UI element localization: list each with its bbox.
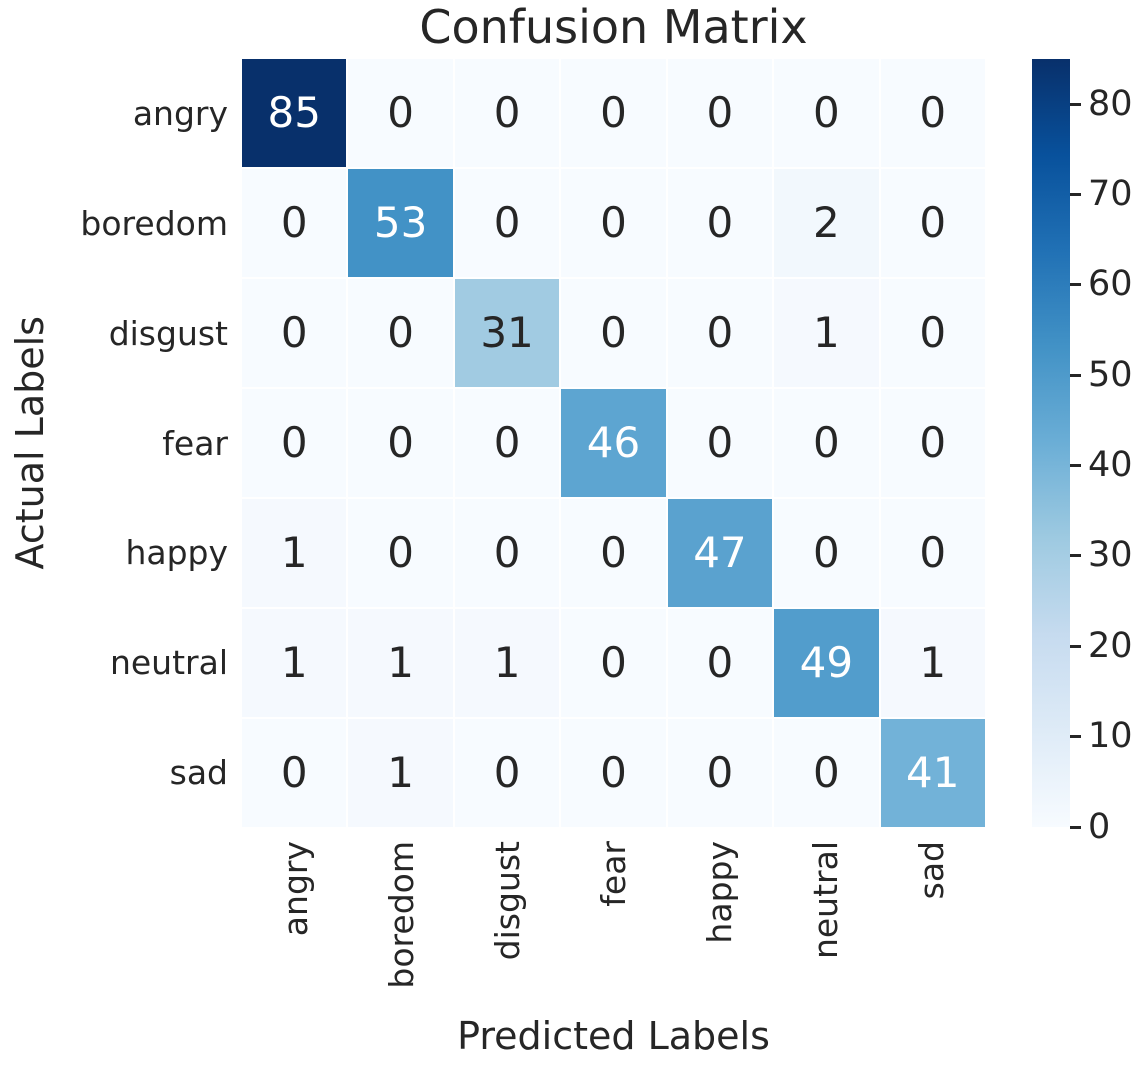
matrix-cell-angry-happy: 0 xyxy=(667,59,773,167)
x-tick-cell-angry: angry xyxy=(242,841,348,1011)
matrix-cell-happy-fear: 0 xyxy=(561,499,666,607)
matrix-cell-neutral-sad: 1 xyxy=(880,609,985,717)
x-tick-cell-boredom: boredom xyxy=(348,841,454,1011)
matrix-cell-boredom-boredom: 53 xyxy=(348,169,453,277)
y-tick-label-disgust: disgust xyxy=(108,313,228,353)
matrix-cell-boredom-happy: 0 xyxy=(667,169,773,277)
matrix-cell-fear-angry: 0 xyxy=(242,389,347,497)
matrix-cell-disgust-fear: 0 xyxy=(561,279,666,387)
colorbar-tick-value: 10 xyxy=(1088,716,1133,757)
matrix-cell-sad-happy: 0 xyxy=(667,719,773,827)
colorbar-tick-mark xyxy=(1070,373,1081,377)
colorbar-tick-value: 70 xyxy=(1088,174,1133,215)
matrix-cell-disgust-disgust: 31 xyxy=(454,279,560,387)
matrix-cell-disgust-angry: 0 xyxy=(242,279,347,387)
x-tick-label-angry: angry xyxy=(275,841,315,937)
y-tick-label-happy: happy xyxy=(125,533,228,573)
y-tick-label-neutral: neutral xyxy=(109,642,228,682)
chart-title: Confusion Matrix xyxy=(419,0,808,54)
y-tick-label-sad: sad xyxy=(169,752,228,792)
matrix-cell-angry-neutral: 0 xyxy=(774,59,879,167)
colorbar-tick-mark xyxy=(1070,283,1081,287)
x-tick-label-sad: sad xyxy=(912,841,952,900)
matrix-cell-sad-angry: 0 xyxy=(242,719,347,827)
matrix-cell-fear-disgust: 0 xyxy=(454,389,560,497)
x-tick-cell-disgust: disgust xyxy=(454,841,560,1011)
matrix-cell-sad-boredom: 1 xyxy=(348,719,453,827)
x-tick-cell-neutral: neutral xyxy=(773,841,879,1011)
matrix-cell-boredom-neutral: 2 xyxy=(774,169,879,277)
heatmap-grid: 85 0 0 0 0 0 0 0 53 0 0 0 2 0 0 0 31 0 0 1 0 0 0 0 46 0 0 0 1 0 0 0 47 0 0… xyxy=(242,59,985,827)
x-tick-label-boredom: boredom xyxy=(381,841,421,989)
matrix-cell-boredom-fear: 0 xyxy=(561,169,666,277)
matrix-cell-happy-disgust: 0 xyxy=(454,499,560,607)
x-tick-label-disgust: disgust xyxy=(487,841,527,961)
x-axis-title: Predicted Labels xyxy=(457,1014,770,1058)
y-tick-label-angry: angry xyxy=(132,94,228,134)
matrix-cell-neutral-happy: 0 xyxy=(667,609,773,717)
matrix-cell-neutral-fear: 0 xyxy=(561,609,666,717)
matrix-cell-disgust-boredom: 0 xyxy=(348,279,453,387)
matrix-cell-neutral-disgust: 1 xyxy=(454,609,560,717)
matrix-cell-happy-neutral: 0 xyxy=(774,499,879,607)
matrix-cell-angry-fear: 0 xyxy=(561,59,666,167)
x-tick-label-happy: happy xyxy=(700,841,740,944)
matrix-cell-happy-boredom: 0 xyxy=(348,499,453,607)
y-tick-labels: angry boredom disgust fear happy neutral sad xyxy=(0,59,228,827)
colorbar-tick-mark xyxy=(1070,554,1081,558)
y-tick-label-boredom: boredom xyxy=(80,204,228,244)
matrix-cell-happy-angry: 1 xyxy=(242,499,347,607)
colorbar-tick-mark xyxy=(1070,102,1081,106)
colorbar: 0 10 20 30 40 50 60 70 80 xyxy=(1032,59,1133,844)
y-tick-label-fear: fear xyxy=(162,423,228,463)
matrix-cell-boredom-angry: 0 xyxy=(242,169,347,277)
colorbar-tick-value: 0 xyxy=(1088,806,1111,847)
colorbar-tick-mark xyxy=(1070,464,1081,468)
colorbar-tick-value: 50 xyxy=(1088,354,1133,395)
matrix-cell-angry-angry: 85 xyxy=(242,59,347,167)
colorbar-tick-value: 80 xyxy=(1088,83,1133,124)
matrix-cell-boredom-sad: 0 xyxy=(880,169,985,277)
matrix-cell-angry-sad: 0 xyxy=(880,59,985,167)
matrix-cell-sad-disgust: 0 xyxy=(454,719,560,827)
matrix-cell-sad-fear: 0 xyxy=(561,719,666,827)
x-tick-cell-sad: sad xyxy=(879,841,985,1011)
x-tick-labels: angry boredom disgust fear happy neutral sad xyxy=(242,841,985,1011)
x-tick-label-neutral: neutral xyxy=(806,841,846,960)
x-tick-cell-fear: fear xyxy=(560,841,666,1011)
colorbar-gradient xyxy=(1032,59,1070,827)
matrix-cell-happy-happy: 47 xyxy=(667,499,773,607)
colorbar-tick-value: 20 xyxy=(1088,625,1133,666)
colorbar-tick-value: 60 xyxy=(1088,264,1133,305)
colorbar-tick-mark xyxy=(1070,644,1081,648)
matrix-cell-happy-sad: 0 xyxy=(880,499,985,607)
matrix-cell-neutral-boredom: 1 xyxy=(348,609,453,717)
matrix-cell-fear-fear: 46 xyxy=(561,389,666,497)
matrix-cell-angry-disgust: 0 xyxy=(454,59,560,167)
matrix-cell-fear-neutral: 0 xyxy=(774,389,879,497)
colorbar-tick-mark xyxy=(1070,193,1081,197)
x-tick-label-fear: fear xyxy=(593,841,633,907)
matrix-cell-sad-sad: 41 xyxy=(880,719,985,827)
matrix-cell-fear-sad: 0 xyxy=(880,389,985,497)
matrix-cell-sad-neutral: 0 xyxy=(774,719,879,827)
matrix-cell-neutral-angry: 1 xyxy=(242,609,347,717)
colorbar-tick-mark xyxy=(1070,825,1081,829)
colorbar-tick-mark xyxy=(1070,735,1081,739)
matrix-cell-fear-happy: 0 xyxy=(667,389,773,497)
matrix-cell-neutral-neutral: 49 xyxy=(774,609,879,717)
matrix-cell-boredom-disgust: 0 xyxy=(454,169,560,277)
colorbar-tick-value: 30 xyxy=(1088,535,1133,576)
x-tick-cell-happy: happy xyxy=(667,841,773,1011)
matrix-cell-disgust-sad: 0 xyxy=(880,279,985,387)
matrix-cell-disgust-neutral: 1 xyxy=(774,279,879,387)
matrix-cell-disgust-happy: 0 xyxy=(667,279,773,387)
matrix-cell-fear-boredom: 0 xyxy=(348,389,453,497)
colorbar-tick-value: 40 xyxy=(1088,445,1133,486)
matrix-cell-angry-boredom: 0 xyxy=(348,59,453,167)
